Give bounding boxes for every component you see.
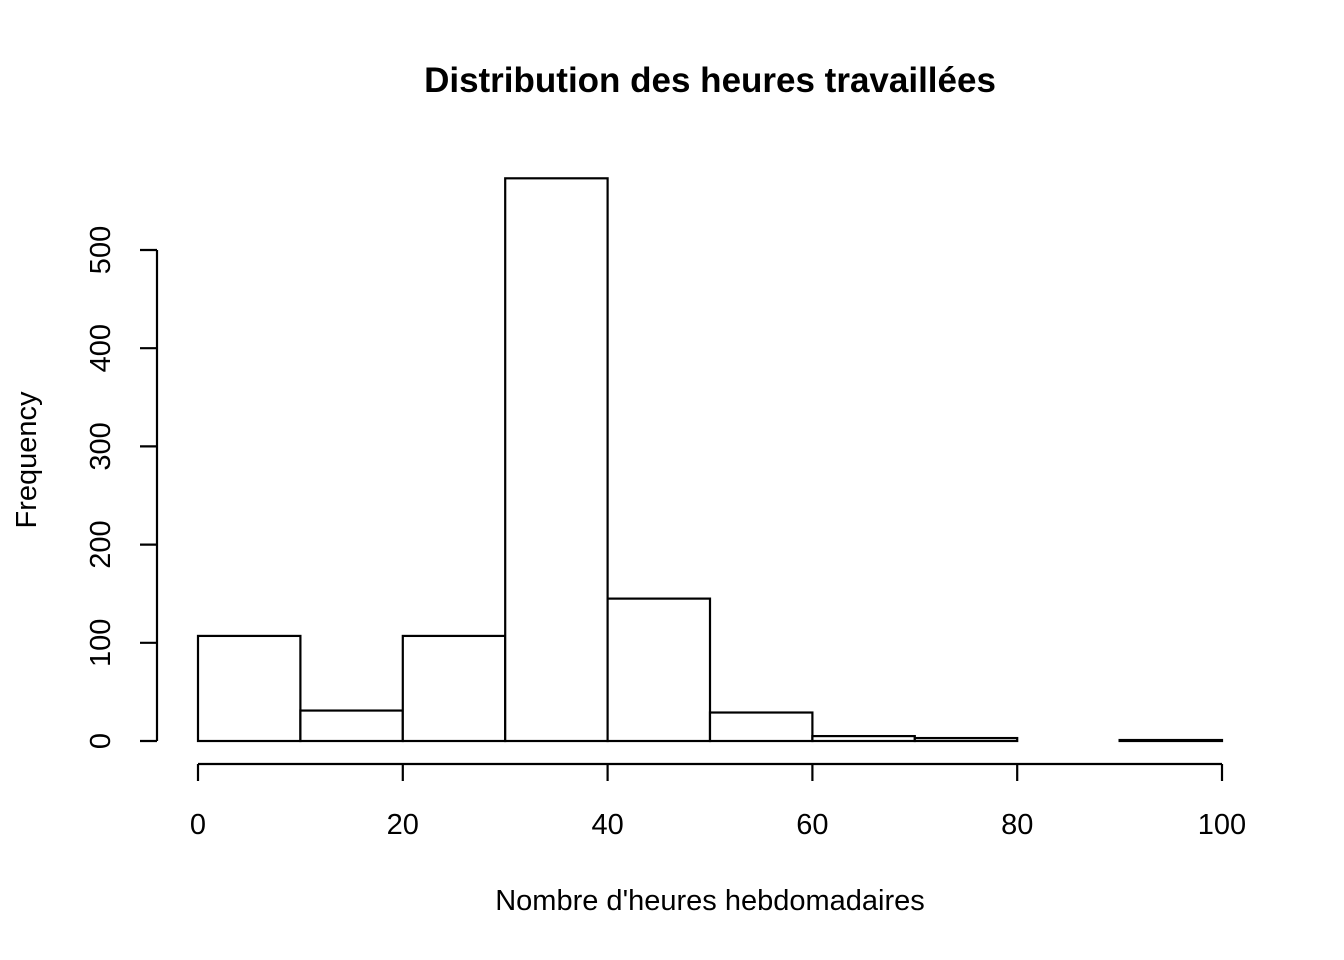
histogram-bar-70-80 — [913, 736, 1019, 743]
histogram-bar-60-70 — [811, 734, 916, 743]
y-axis-label: Frequency — [11, 391, 43, 529]
y-tick-label-500: 500 — [85, 226, 117, 274]
x-tick-label-60: 60 — [796, 809, 828, 841]
x-tick-label-40: 40 — [591, 809, 623, 841]
histogram-bar-50-60 — [708, 711, 814, 743]
chart-title: Distribution des heures travaillées — [424, 61, 996, 100]
bars-group — [196, 177, 1224, 743]
histogram-bar-20-30 — [401, 634, 507, 743]
histogram-bar-0-10 — [196, 634, 302, 743]
x-tick-label-100: 100 — [1198, 809, 1246, 841]
y-tick-label-0: 0 — [85, 733, 117, 749]
histogram-bar-10-20 — [299, 709, 404, 743]
y-tick-label-400: 400 — [85, 324, 117, 372]
y-axis: 0 100 200 300 400 500 — [85, 226, 159, 749]
x-tick-label-20: 20 — [387, 809, 419, 841]
x-tick-label-0: 0 — [190, 809, 206, 841]
y-tick-label-100: 100 — [85, 619, 117, 667]
histogram-bar-90-100 — [1118, 738, 1224, 743]
histogram-bar-40-50 — [606, 597, 712, 743]
x-axis: 0 20 40 60 80 100 — [190, 762, 1246, 841]
x-axis-label: Nombre d'heures hebdomadaires — [495, 885, 925, 917]
y-tick-label-300: 300 — [85, 422, 117, 470]
x-tick-label-80: 80 — [1001, 809, 1033, 841]
histogram-bar-30-40 — [504, 177, 609, 743]
y-tick-label-200: 200 — [85, 520, 117, 568]
